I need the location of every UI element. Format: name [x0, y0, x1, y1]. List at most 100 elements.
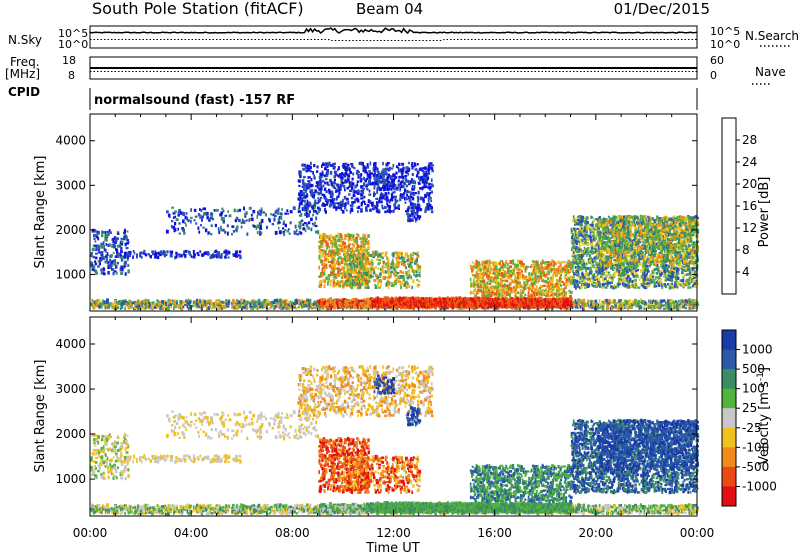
power-cell — [598, 299, 601, 303]
power-cell — [244, 215, 247, 218]
power-cell — [142, 303, 144, 308]
power-cell — [239, 255, 242, 260]
power-cell — [337, 298, 340, 301]
power-cell — [197, 254, 200, 257]
power-cell — [411, 285, 413, 290]
power-cell — [341, 304, 344, 307]
power-cell — [680, 301, 682, 306]
power-cell — [328, 238, 331, 241]
power-cell — [285, 303, 289, 308]
power-cell — [192, 249, 195, 254]
power-cell — [97, 231, 100, 235]
power-cell — [376, 274, 378, 277]
power-cell — [416, 195, 420, 199]
power-cell — [419, 301, 421, 304]
power-cell — [220, 225, 222, 229]
power-cell — [222, 304, 226, 308]
power-cell — [245, 219, 248, 222]
power-cell — [204, 211, 208, 215]
power-cell — [382, 298, 384, 302]
power-cell — [387, 265, 390, 268]
power-cell — [322, 194, 326, 197]
power-cell — [277, 218, 280, 222]
power-cell — [293, 304, 296, 308]
power-cell — [299, 170, 302, 175]
power-cell — [107, 305, 110, 309]
power-cell — [375, 258, 379, 261]
power-cell — [325, 190, 328, 194]
power-cell — [360, 258, 363, 261]
power-cell — [326, 235, 329, 239]
power-cell — [202, 226, 205, 229]
power-cell — [378, 199, 381, 204]
power-cell — [430, 167, 434, 170]
power-cell — [572, 301, 575, 305]
power-cell — [332, 239, 335, 244]
power-cell — [602, 303, 606, 306]
power-cell — [227, 301, 230, 306]
power-cell — [649, 302, 652, 307]
power-cell — [673, 307, 676, 310]
power-cell — [307, 226, 310, 230]
power-cell — [360, 299, 363, 303]
power-cell — [610, 300, 613, 304]
power-cell — [352, 303, 356, 307]
power-cell — [202, 298, 205, 303]
power-cell — [183, 253, 187, 257]
power-cell — [366, 257, 370, 261]
power-cell — [398, 303, 401, 308]
power-cell — [340, 207, 343, 211]
power-cell — [252, 301, 256, 305]
power-cell — [353, 281, 355, 285]
power-cell — [413, 180, 417, 185]
power-cell — [587, 299, 590, 303]
power-cell — [187, 298, 190, 303]
power-cell — [175, 218, 179, 222]
power-cell — [151, 252, 155, 256]
power-cell — [516, 263, 519, 268]
power-cell — [331, 244, 334, 249]
power-cell — [128, 302, 131, 305]
power-cell — [310, 227, 313, 232]
power-cell — [345, 266, 349, 269]
power-cell — [233, 208, 236, 213]
power-cell — [95, 303, 99, 308]
power-cell — [351, 185, 354, 190]
power-cell — [301, 199, 304, 202]
power-cell — [172, 216, 175, 219]
power-cell — [324, 181, 327, 185]
power-cell — [287, 306, 290, 310]
power-cell — [174, 222, 177, 226]
power-cell — [95, 300, 98, 304]
power-cell — [669, 301, 672, 306]
power-cell — [390, 301, 394, 305]
power-cell — [127, 301, 129, 305]
power-cell — [395, 256, 398, 260]
power-cell — [347, 201, 350, 205]
power-cell — [408, 297, 411, 301]
power-cell — [323, 263, 326, 266]
power-cell — [590, 299, 594, 304]
power-cell — [401, 275, 405, 278]
power-cell — [329, 279, 333, 283]
power-cell — [149, 305, 153, 308]
power-cell — [402, 184, 405, 189]
power-cell — [249, 300, 252, 304]
power-cell — [477, 261, 481, 266]
power-cell — [312, 213, 315, 217]
power-cell — [366, 188, 369, 191]
power-cell — [176, 302, 178, 305]
power-cell — [397, 183, 400, 187]
power-cell — [495, 283, 498, 287]
power-cell — [92, 299, 94, 302]
power-cell — [289, 210, 293, 214]
power-cell — [322, 179, 325, 182]
power-cell — [419, 167, 422, 171]
power-cell — [329, 297, 332, 301]
power-cell — [320, 186, 323, 191]
power-cell — [378, 262, 381, 265]
power-cell — [351, 247, 354, 251]
power-cell — [270, 213, 272, 216]
power-cell — [187, 219, 190, 223]
power-cell — [476, 273, 478, 276]
